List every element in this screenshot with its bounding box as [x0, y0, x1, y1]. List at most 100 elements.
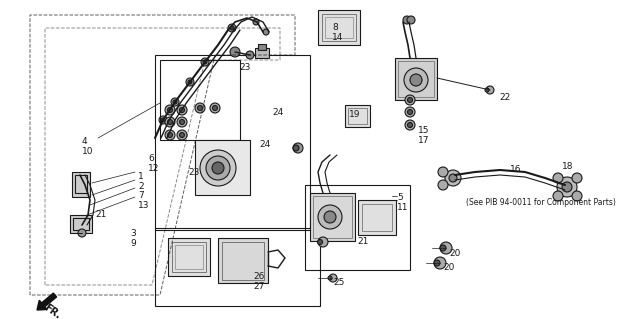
Circle shape: [449, 174, 457, 182]
Circle shape: [206, 156, 230, 180]
Text: 21: 21: [357, 237, 369, 246]
Circle shape: [177, 117, 187, 127]
Circle shape: [179, 132, 184, 137]
Circle shape: [195, 103, 205, 113]
FancyArrow shape: [37, 293, 56, 310]
Text: 25: 25: [333, 278, 345, 287]
Bar: [318, 10, 360, 45]
Circle shape: [173, 100, 177, 104]
Circle shape: [318, 237, 328, 247]
Circle shape: [246, 51, 254, 59]
Circle shape: [161, 118, 165, 122]
Text: 26
27: 26 27: [253, 272, 264, 291]
Circle shape: [486, 86, 494, 94]
Circle shape: [263, 29, 269, 35]
Circle shape: [293, 143, 303, 153]
Circle shape: [179, 120, 184, 124]
Circle shape: [168, 120, 173, 124]
Circle shape: [408, 109, 413, 115]
Circle shape: [407, 16, 415, 24]
Bar: [72, 172, 90, 197]
Circle shape: [212, 162, 224, 174]
Circle shape: [405, 107, 415, 117]
Circle shape: [434, 257, 446, 269]
Bar: [305, 185, 410, 270]
Circle shape: [562, 182, 572, 192]
Circle shape: [186, 78, 194, 86]
Circle shape: [168, 132, 173, 137]
Bar: [362, 204, 392, 231]
Circle shape: [165, 105, 175, 115]
Circle shape: [203, 60, 207, 64]
Circle shape: [177, 130, 187, 140]
Circle shape: [230, 26, 234, 30]
Text: 24: 24: [272, 108, 284, 117]
Text: FR.: FR.: [42, 302, 63, 319]
Text: 6
12: 6 12: [148, 154, 159, 173]
Text: 19: 19: [349, 110, 360, 119]
Bar: [218, 238, 268, 283]
Circle shape: [198, 106, 202, 110]
Circle shape: [177, 105, 187, 115]
Bar: [73, 218, 89, 230]
Circle shape: [440, 242, 452, 254]
Circle shape: [434, 260, 440, 266]
Bar: [175, 245, 203, 269]
Circle shape: [438, 167, 448, 177]
Circle shape: [318, 205, 342, 229]
Bar: [155, 228, 320, 306]
Text: 20: 20: [443, 263, 454, 272]
Circle shape: [171, 98, 179, 106]
Circle shape: [212, 106, 218, 110]
Bar: [258, 44, 266, 50]
Bar: [313, 196, 352, 238]
Circle shape: [553, 191, 563, 201]
Circle shape: [200, 150, 236, 186]
Text: 20: 20: [449, 249, 460, 258]
Text: 23: 23: [239, 63, 250, 72]
Circle shape: [253, 19, 259, 25]
Text: 22: 22: [499, 93, 510, 102]
Circle shape: [188, 80, 192, 84]
Circle shape: [293, 145, 299, 151]
Circle shape: [408, 122, 413, 128]
Circle shape: [572, 173, 582, 183]
Text: 21: 21: [95, 210, 107, 219]
Circle shape: [404, 68, 428, 92]
Bar: [160, 60, 240, 140]
Bar: [325, 17, 353, 38]
Circle shape: [168, 108, 173, 113]
Circle shape: [165, 117, 175, 127]
Circle shape: [179, 108, 184, 113]
Text: 8
14: 8 14: [332, 23, 344, 42]
Bar: [70, 215, 92, 233]
Bar: [168, 238, 210, 276]
Bar: [155, 55, 310, 230]
Bar: [195, 140, 250, 195]
Circle shape: [553, 173, 563, 183]
Circle shape: [317, 240, 323, 244]
Text: 24: 24: [259, 140, 270, 149]
Circle shape: [228, 24, 236, 32]
Bar: [172, 242, 206, 272]
Text: 1
2
7
13: 1 2 7 13: [138, 172, 150, 210]
Text: 3
9: 3 9: [130, 229, 136, 248]
Bar: [255, 48, 269, 58]
Circle shape: [408, 98, 413, 102]
Circle shape: [445, 170, 461, 186]
Bar: [398, 61, 434, 97]
Circle shape: [210, 103, 220, 113]
Circle shape: [201, 58, 209, 66]
Circle shape: [405, 95, 415, 105]
Circle shape: [557, 177, 577, 197]
Circle shape: [405, 120, 415, 130]
Text: 15
17: 15 17: [418, 126, 429, 145]
Circle shape: [440, 245, 446, 251]
Bar: [358, 200, 396, 235]
Bar: [348, 108, 367, 124]
Text: 18: 18: [562, 162, 573, 171]
Circle shape: [438, 180, 448, 190]
Circle shape: [485, 88, 489, 92]
Text: 16: 16: [510, 165, 522, 174]
Circle shape: [403, 16, 411, 24]
